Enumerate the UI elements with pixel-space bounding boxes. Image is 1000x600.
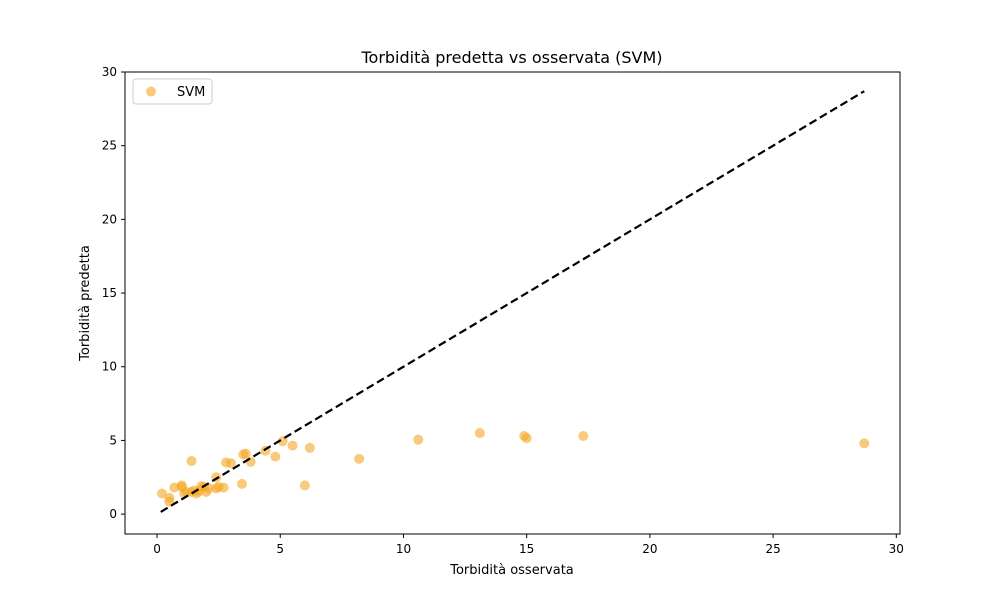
x-tick-label: 10 bbox=[396, 542, 411, 556]
data-point bbox=[521, 433, 532, 444]
x-tick-label: 5 bbox=[276, 542, 284, 556]
data-point bbox=[578, 431, 589, 441]
data-point bbox=[859, 438, 870, 449]
data-point bbox=[237, 478, 248, 489]
chart-title: Torbidità predetta vs osservata (SVM) bbox=[360, 48, 662, 67]
axes-frame bbox=[124, 71, 901, 535]
data-point bbox=[474, 428, 485, 439]
y-tick-label: 5 bbox=[109, 433, 117, 447]
data-point bbox=[240, 448, 251, 459]
data-point bbox=[218, 482, 229, 493]
data-point bbox=[164, 492, 175, 503]
data-point bbox=[299, 480, 310, 491]
x-tick-label: 15 bbox=[519, 542, 534, 556]
x-tick-label: 25 bbox=[765, 542, 780, 556]
y-tick-label: 15 bbox=[102, 286, 117, 300]
legend-marker-svm bbox=[146, 86, 156, 97]
y-tick-label: 10 bbox=[102, 360, 117, 374]
data-point bbox=[186, 456, 197, 467]
plot-area: 0 5 10 15 20 25 30 0 5 10 15 20 25 30 bbox=[102, 65, 904, 556]
data-point bbox=[304, 442, 315, 453]
y-axis-label: Torbidità predetta bbox=[78, 245, 93, 362]
data-point bbox=[245, 456, 256, 467]
x-tick-label: 0 bbox=[153, 542, 161, 556]
legend-frame bbox=[132, 78, 213, 105]
y-tick-label: 0 bbox=[109, 507, 117, 521]
legend: SVM bbox=[132, 78, 213, 105]
reference-line bbox=[160, 90, 865, 513]
legend-label-svm: SVM bbox=[177, 85, 205, 100]
y-tick-label: 20 bbox=[102, 212, 117, 226]
x-tick-label: 30 bbox=[889, 542, 904, 556]
data-point bbox=[156, 488, 167, 499]
y-tick-label: 30 bbox=[102, 65, 117, 79]
data-point bbox=[287, 440, 298, 451]
x-axis-label: Torbidità osservata bbox=[449, 563, 574, 578]
data-point bbox=[270, 451, 281, 462]
data-point bbox=[354, 453, 365, 464]
x-tick-label: 20 bbox=[642, 542, 657, 556]
data-point bbox=[413, 434, 424, 445]
y-tick-label: 25 bbox=[102, 139, 117, 153]
data-point bbox=[225, 458, 236, 469]
